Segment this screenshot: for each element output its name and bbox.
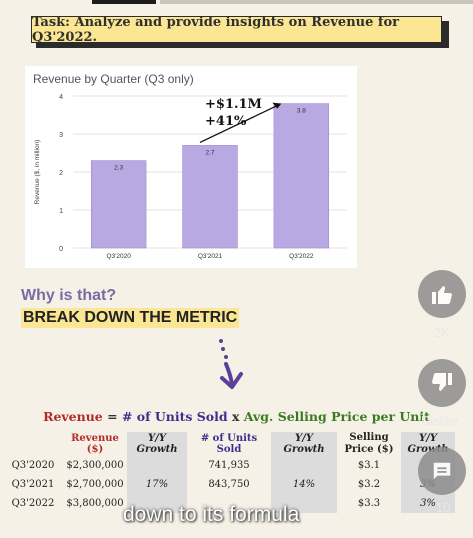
chart-title: Revenue by Quarter (Q3 only) xyxy=(33,72,194,86)
y-tick-label: 1 xyxy=(59,208,63,215)
header-units-growth: Y/Y Growth xyxy=(271,432,337,456)
formula-revenue: Revenue xyxy=(43,409,103,424)
dislike-button[interactable] xyxy=(418,359,466,407)
cell-revenue: $3,800,000 xyxy=(66,498,124,509)
task-banner: Task: Analyze and provide insights on Re… xyxy=(31,15,442,45)
header-units: # of Units Sold xyxy=(200,433,258,455)
cell-revenue-growth xyxy=(127,494,187,513)
cell-revenue: $2,300,000 xyxy=(66,460,124,471)
cell-price-growth: 3% xyxy=(401,494,455,513)
x-tick-label: Q3'2021 xyxy=(198,253,223,260)
bar xyxy=(182,145,238,249)
dislike-label: Dislike xyxy=(421,413,460,428)
cell-units: 741,935 xyxy=(208,460,250,471)
video-caption: down to its formula xyxy=(123,503,300,526)
x-tick-label: Q3'2022 xyxy=(289,253,314,260)
bar-value-label: 3.8 xyxy=(297,108,306,115)
metric-formula: Revenue = # of Units Sold x Avg. Selling… xyxy=(0,409,473,424)
formula-equals: = xyxy=(107,409,118,424)
formula-units: # of Units Sold xyxy=(121,409,228,424)
y-tick-label: 3 xyxy=(59,132,63,139)
why-heading: Why is that? xyxy=(21,287,117,304)
table-row: Q3'2022 $3,800,000 $3.3 3% xyxy=(3,494,455,513)
cell-units-growth: 14% xyxy=(271,475,337,494)
table-header-row: Revenue ($) Y/Y Growth # of Units Sold Y… xyxy=(3,432,455,456)
top-bar-track xyxy=(160,0,473,4)
bar-value-label: 2.7 xyxy=(205,149,214,156)
formula-times: x xyxy=(231,409,240,424)
y-tick-label: 4 xyxy=(59,94,63,101)
cell-revenue-growth xyxy=(127,456,187,475)
thumbs-up-icon xyxy=(432,286,452,304)
header-revenue-growth: Y/Y Growth xyxy=(127,432,187,456)
formula-price: Avg. Selling Price per Unit xyxy=(243,409,430,424)
row-label: Q3'2021 xyxy=(11,479,55,490)
down-arrow-icon xyxy=(219,339,243,389)
break-down-heading: BREAK DOWN THE METRIC xyxy=(21,308,240,328)
annotation-delta: +$1.1M xyxy=(205,97,262,112)
thumbs-down-icon xyxy=(432,373,452,391)
like-button[interactable] xyxy=(418,270,466,318)
cell-price: $3.1 xyxy=(357,460,381,471)
row-label: Q3'2020 xyxy=(11,460,55,471)
cell-price: $3.3 xyxy=(357,498,381,509)
cell-units-growth xyxy=(271,494,337,513)
cell-price: $3.2 xyxy=(357,479,381,490)
cell-units: 843,750 xyxy=(208,479,250,490)
header-empty xyxy=(3,432,63,456)
comments-button[interactable] xyxy=(418,447,466,495)
table-row: Q3'2020 $2,300,000 741,935 $3.1 xyxy=(3,456,455,475)
revenue-chart: 0 1 2 3 4 Revenue ($, in million) 2.3 Q3'2020 2.… xyxy=(34,94,347,260)
header-revenue: Revenue ($) xyxy=(71,433,119,455)
y-axis-label: Revenue ($, in million) xyxy=(34,140,41,205)
like-count: 2K xyxy=(434,325,450,340)
top-bar xyxy=(92,0,156,4)
y-tick-label: 0 xyxy=(59,246,63,253)
growth-arrow xyxy=(199,105,278,143)
growth-arrowhead xyxy=(272,102,282,109)
table-row: Q3'2021 $2,700,000 17% 843,750 14% $3.2 … xyxy=(3,475,455,494)
bar xyxy=(90,160,147,249)
header-price: Selling Price ($) xyxy=(344,432,394,455)
y-tick-label: 2 xyxy=(59,170,63,177)
cell-units-growth xyxy=(271,456,337,475)
comment-count: 10 xyxy=(436,500,451,515)
metric-table: Revenue ($) Y/Y Growth # of Units Sold Y… xyxy=(3,432,455,513)
row-label: Q3'2022 xyxy=(11,498,55,509)
bar xyxy=(273,103,330,249)
comment-icon xyxy=(433,462,451,480)
cell-revenue-growth: 17% xyxy=(127,475,187,494)
x-tick-label: Q3'2020 xyxy=(106,253,131,260)
bar-value-label: 2.3 xyxy=(114,165,123,172)
cell-revenue: $2,700,000 xyxy=(66,479,124,490)
annotation-pct: +41% xyxy=(205,114,247,129)
